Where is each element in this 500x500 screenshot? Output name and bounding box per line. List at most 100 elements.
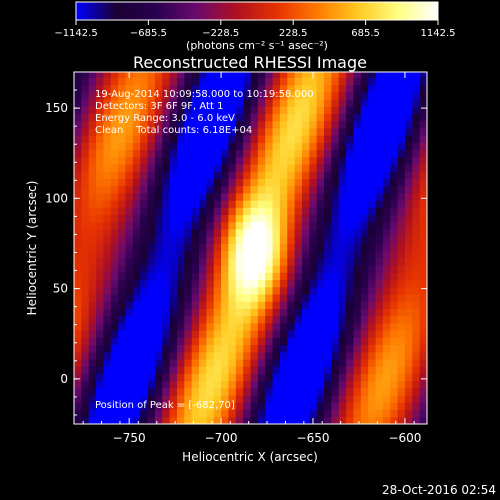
heatmap-cell (132, 402, 141, 411)
heatmap-cell (206, 416, 215, 424)
heatmap-cell (257, 135, 266, 143)
heatmap-cell (412, 91, 421, 100)
heatmap-cell (199, 192, 207, 201)
heatmap-cell (316, 229, 325, 237)
heatmap-cell (81, 322, 90, 331)
heatmap-cell (257, 272, 266, 281)
heatmap-cell (199, 409, 207, 418)
heatmap-cell (213, 272, 222, 281)
heatmap-cell (324, 236, 332, 244)
heatmap-cell (184, 221, 193, 230)
heatmap-cell (390, 99, 399, 107)
heatmap-cell (74, 135, 82, 143)
heatmap-cell (360, 113, 369, 122)
heatmap-cell (368, 322, 377, 331)
heatmap-cell (390, 395, 399, 403)
heatmap-cell (404, 402, 413, 411)
heatmap-cell (235, 192, 244, 201)
heatmap-cell (397, 250, 406, 259)
heatmap-cell (125, 395, 134, 403)
heatmap-cell (206, 373, 215, 382)
heatmap-cell (265, 250, 274, 259)
heatmap-cell (88, 120, 97, 129)
heatmap-cell (301, 315, 310, 324)
heatmap-cell (176, 149, 185, 158)
heatmap-cell (110, 380, 119, 389)
heatmap-cell (184, 257, 193, 266)
heatmap-cell (132, 207, 141, 216)
heatmap-cell (147, 257, 156, 266)
heatmap-cell (316, 192, 325, 201)
heatmap-cell (301, 373, 310, 382)
heatmap-cell (360, 135, 369, 143)
heatmap-cell (206, 395, 215, 403)
heatmap-cell (176, 127, 185, 136)
heatmap-cell (382, 84, 391, 93)
heatmap-cell (88, 77, 97, 86)
heatmap-cell (294, 185, 303, 194)
heatmap-cell (419, 229, 427, 237)
heatmap-cell (132, 221, 141, 230)
heatmap-cell (169, 265, 178, 273)
heatmap-cell (221, 236, 229, 244)
heatmap-cell (169, 387, 178, 396)
heatmap-cell (257, 171, 266, 180)
heatmap-cell (331, 294, 340, 302)
heatmap-cell (96, 77, 104, 86)
heatmap-cell (353, 265, 362, 273)
heatmap-cell (118, 257, 126, 266)
heatmap-cell (324, 416, 332, 424)
heatmap-cell (184, 395, 193, 403)
heatmap-cell (346, 192, 354, 201)
heatmap-cell (324, 351, 332, 360)
heatmap-cell (309, 171, 318, 180)
heatmap-cell (162, 214, 171, 223)
heatmap-cell (353, 330, 362, 338)
heatmap-cell (199, 91, 207, 100)
heatmap-cell (338, 359, 347, 367)
heatmap-cell (235, 257, 244, 266)
heatmap-cell (412, 142, 421, 151)
heatmap-cell (419, 142, 427, 151)
heatmap-cell (110, 72, 119, 78)
heatmap-cell (96, 337, 104, 346)
heatmap-cell (110, 127, 119, 136)
heatmap-cell (199, 330, 207, 338)
heatmap-cell (176, 72, 185, 78)
heatmap-cell (184, 344, 193, 353)
heatmap-cell (74, 149, 82, 158)
heatmap-cell (199, 315, 207, 324)
heatmap-cell (199, 279, 207, 288)
heatmap-cell (294, 337, 303, 346)
heatmap-cell (162, 337, 171, 346)
heatmap-cell (397, 344, 406, 353)
heatmap-cell (147, 250, 156, 259)
heatmap-cell (294, 272, 303, 281)
heatmap-cell (176, 337, 185, 346)
heatmap-cell (287, 214, 296, 223)
heatmap-cell (294, 330, 303, 338)
heatmap-cell (140, 416, 149, 424)
heatmap-cell (88, 351, 97, 360)
heatmap-cell (338, 402, 347, 411)
heatmap-cell (169, 200, 178, 208)
heatmap-cell (257, 229, 266, 237)
heatmap-cell (103, 135, 112, 143)
heatmap-cell (140, 207, 149, 216)
heatmap-cell (294, 221, 303, 230)
heatmap-cell (360, 351, 369, 360)
heatmap-cell (140, 351, 149, 360)
heatmap-cell (360, 142, 369, 151)
heatmap-cell (419, 149, 427, 158)
heatmap-cell (368, 380, 377, 389)
heatmap-cell (250, 99, 259, 107)
heatmap-cell (265, 257, 274, 266)
heatmap-cell (353, 380, 362, 389)
heatmap-cell (125, 359, 134, 367)
heatmap-cell (338, 106, 347, 115)
heatmap-cell (316, 250, 325, 259)
heatmap-cell (169, 72, 178, 78)
heatmap-cell (272, 243, 281, 252)
heatmap-cell (74, 387, 82, 396)
heatmap-cell (81, 387, 90, 396)
